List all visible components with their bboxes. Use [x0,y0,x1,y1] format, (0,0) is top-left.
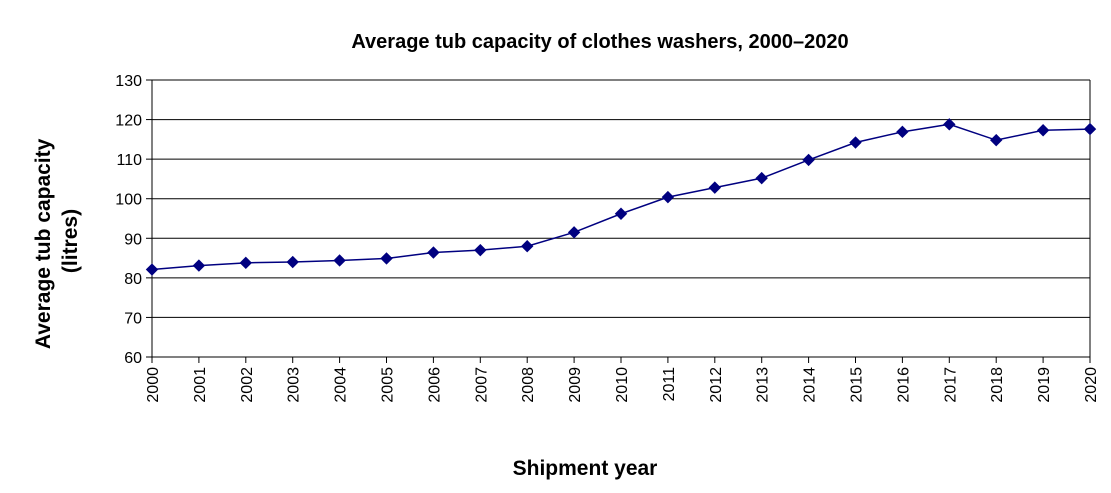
x-axis-ticks: 2000 2001 2002 2003 2004 2005 2006 2007 2008 2009… [145,367,1100,403]
x-tick-label-2013: 2013 [755,367,772,403]
data-point-2020 [1083,122,1097,136]
x-tick-label-2012: 2012 [708,367,725,403]
data-point-2014 [802,153,815,167]
x-tick-label-2004: 2004 [333,367,350,403]
data-point-2012 [708,181,722,194]
data-point-2017 [943,118,956,131]
y-tick-label-130: 130 [115,73,142,90]
x-tick-label-2014: 2014 [802,367,819,403]
x-tick-label-2001: 2001 [192,367,209,403]
x-tick-label-2017: 2017 [942,367,959,403]
data-point-2003 [286,255,299,269]
data-point-2007 [474,243,487,257]
y-tick-label-80: 80 [124,271,142,288]
y-tick-label-100: 100 [115,192,142,209]
x-tick-label-2000: 2000 [145,367,162,403]
data-point-2010 [614,207,628,220]
x-tick-label-2016: 2016 [895,367,912,403]
x-tick-label-2010: 2010 [614,367,631,403]
series-line-0 [151,123,1091,271]
data-point-2018 [989,133,1003,147]
data-point-2008 [520,239,534,253]
x-tick-label-2009: 2009 [567,367,584,403]
y-tick-label-90: 90 [124,231,142,248]
data-point-2015 [849,136,862,149]
data-point-2009 [567,226,581,239]
series-layer [145,118,1097,276]
gridlines [152,79,1090,358]
data-point-2011 [661,190,675,204]
x-tick-label-2005: 2005 [380,367,397,403]
y-axis-title-line-2: (litres) [59,209,82,273]
x-tick-label-2020: 2020 [1083,367,1100,403]
data-point-2013 [755,171,768,185]
x-tick-label-2015: 2015 [849,367,866,403]
x-tick-label-2002: 2002 [239,367,256,403]
data-point-2005 [380,252,393,265]
x-tick-label-2018: 2018 [989,367,1006,403]
x-tick-label-2007: 2007 [473,367,490,403]
x-tick-label-2008: 2008 [520,367,537,403]
y-tick-label-70: 70 [124,310,142,327]
x-tick-label-2003: 2003 [286,367,303,403]
y-axis-ticks: 60 70 80 90 100 110 120 130 [115,73,142,367]
data-point-2004 [333,254,346,267]
data-point-2000 [145,263,159,276]
y-axis-title: Average tub capacity (litres) [32,133,82,349]
y-tick-label-60: 60 [124,350,142,367]
chart-title: Average tub capacity of clothes washers,… [351,31,848,53]
x-tick-label-2019: 2019 [1036,367,1053,403]
x-tick-label-2011: 2011 [661,367,678,402]
x-axis-title: Shipment year [513,457,658,480]
data-point-2019 [1036,124,1050,137]
y-tick-label-120: 120 [115,113,142,130]
y-axis-title-line-1: Average tub capacity [32,138,55,349]
data-point-2001 [192,259,206,272]
x-tick-label-2006: 2006 [426,367,443,403]
y-tick-label-110: 110 [116,152,142,169]
data-point-2006 [427,246,440,259]
data-point-2002 [239,256,253,270]
data-point-2016 [896,125,909,139]
